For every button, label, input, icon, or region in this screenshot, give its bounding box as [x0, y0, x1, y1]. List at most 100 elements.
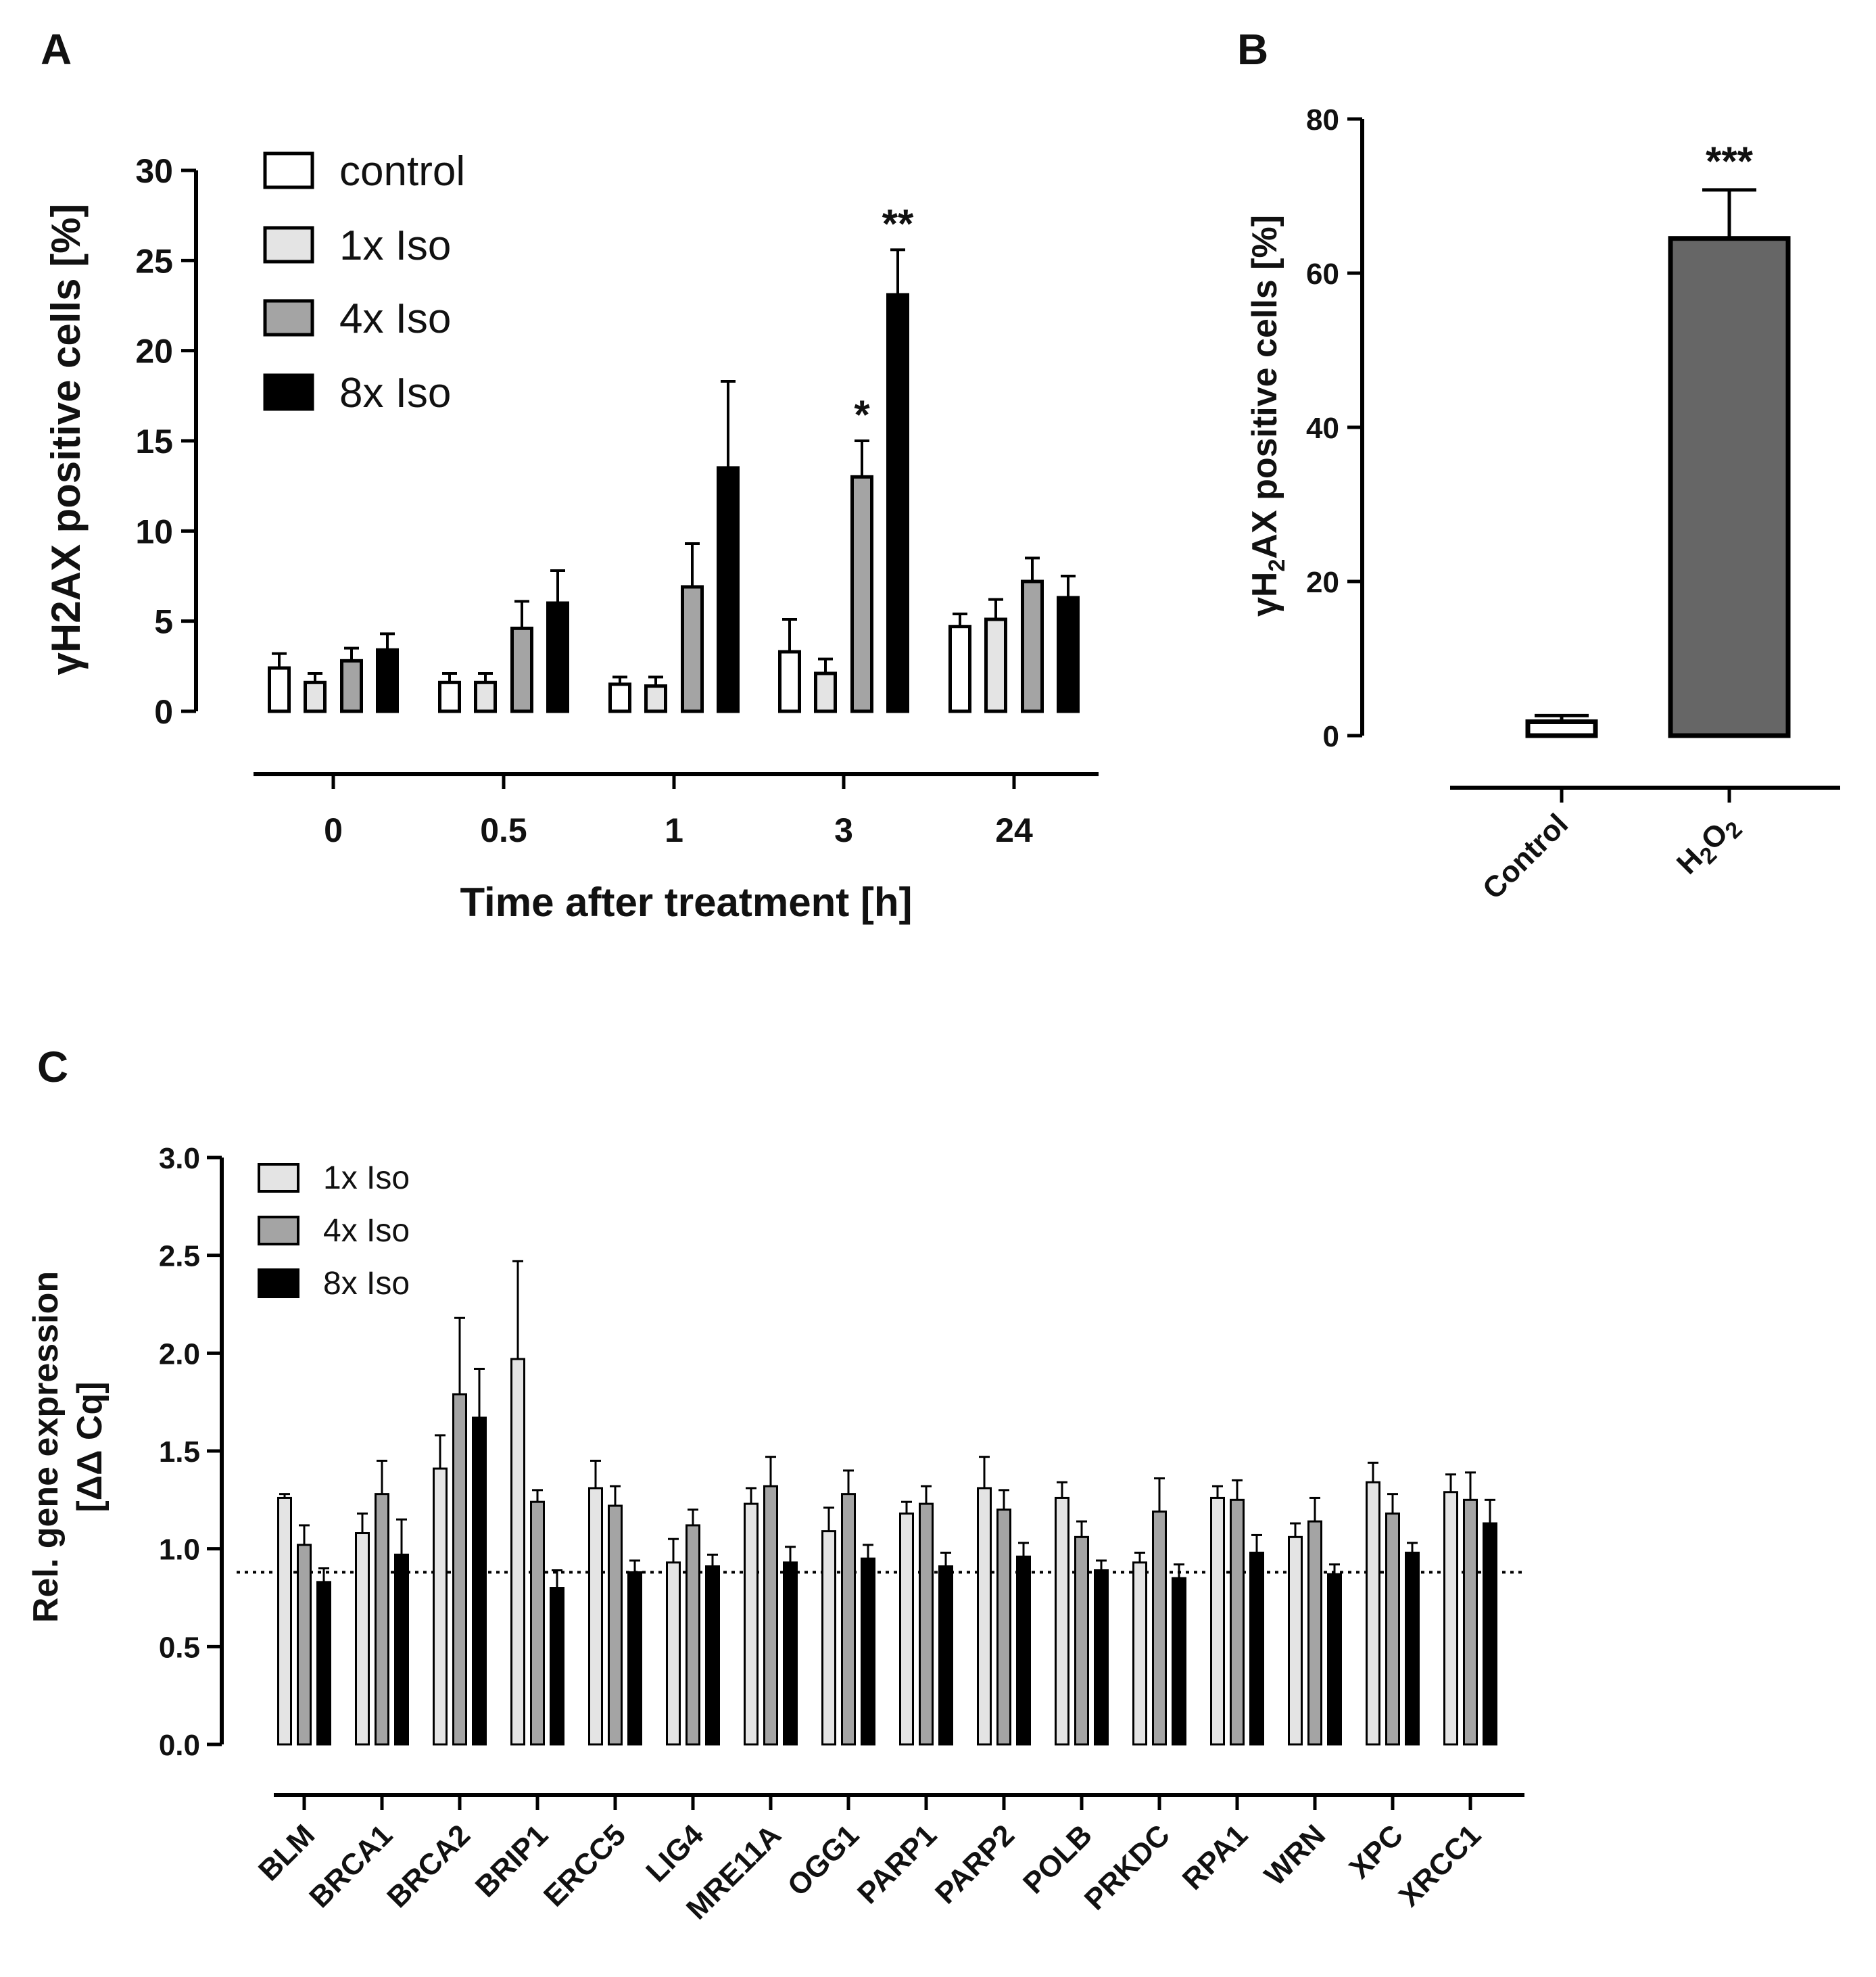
panel-c-x-tick-label: RPA1: [1176, 1818, 1254, 1896]
panel-c-y-tick-label: 2.0: [159, 1337, 200, 1371]
panel-a-bar-8x-iso-24: [1057, 596, 1080, 713]
panel-c-x-tick-label: PARP1: [851, 1818, 943, 1910]
panel-c-bar-4x-iso-polb: [1074, 1535, 1089, 1746]
panel-c-bar-8x-iso-mre11a: [783, 1561, 798, 1746]
panel-c-x-tick-label: XPC: [1343, 1818, 1410, 1885]
panel-c-bar-1x-iso-brca2: [433, 1467, 448, 1746]
panel-a-bar-control-3: [778, 650, 801, 713]
panel-a-bar-control-24: [948, 625, 971, 713]
panel-c-y-tick-label: 3.0: [159, 1142, 200, 1175]
panel-a-bar-4x-iso-0-5: [510, 626, 533, 713]
panel-b-x-tick-label: H2O2: [1670, 807, 1748, 884]
panel-c-x-tick-label: WRN: [1258, 1818, 1332, 1892]
panel-a-bar-control-0-5: [438, 680, 461, 713]
panel-b-y-tick-label: 20: [1306, 566, 1339, 599]
panel-a-bar-4x-iso-0: [340, 659, 363, 713]
panel-c-bar-8x-iso-brca1: [394, 1553, 409, 1746]
panel-c-bar-1x-iso-brca1: [355, 1532, 370, 1746]
panel-c-bar-8x-iso-prkdc: [1172, 1577, 1186, 1746]
panel-c-bar-4x-iso-brca1: [375, 1493, 389, 1746]
panel-b-y-tick-label: 60: [1306, 258, 1339, 291]
panel-c-legend-swatch-1x-iso: [258, 1163, 299, 1193]
panel-b-significance: ***: [1706, 139, 1754, 184]
panel-c-bar-1x-iso-mre11a: [744, 1502, 759, 1746]
panel-c-bar-4x-iso-rpa1: [1230, 1498, 1245, 1746]
panel-a-bar-1x-iso-0-5: [474, 680, 497, 713]
panel-c-bar-4x-iso-xrcc1: [1463, 1498, 1478, 1746]
panel-c-bar-1x-iso-ercc5: [588, 1487, 603, 1746]
panel-c-bar-1x-iso-wrn: [1288, 1535, 1303, 1746]
panel-c-legend-swatch-8x-iso: [258, 1268, 299, 1298]
panel-c-bar-8x-iso-parp2: [1016, 1555, 1031, 1746]
panel-b-y-axis-title: γH2AX positive cells [%]: [1245, 215, 1290, 617]
panel-a-legend-label: 8x Iso: [339, 370, 451, 416]
panel-c-legend-label: 4x Iso: [323, 1213, 410, 1249]
panel-letter-a: A: [41, 25, 72, 74]
panel-a-y-axis-title: γH2AX positive cells [%]: [43, 204, 89, 675]
panel-a-bar-1x-iso-0: [304, 680, 327, 713]
panel-c-bar-8x-iso-blm: [316, 1581, 331, 1746]
panel-c-x-tick-label: ERCC5: [537, 1818, 632, 1913]
panel-c-bar-8x-iso-brip1: [550, 1587, 564, 1746]
panel-c-y-tick-label: 1.0: [159, 1533, 200, 1567]
panel-c-bar-4x-iso-ercc5: [608, 1504, 623, 1746]
panel-b-chart: 0 20 40 60 80 Control H2O2 γH2AX positive cells…: [1245, 103, 1840, 906]
panel-c-bar-8x-iso-rpa1: [1249, 1551, 1264, 1746]
panel-a-bar-8x-iso-0-5: [546, 601, 569, 713]
panel-a-bar-control-0: [268, 666, 291, 713]
panel-a-y-tick-label: 30: [135, 152, 173, 190]
panel-c-x-tick-label: BLM: [252, 1818, 321, 1887]
panel-a-y-tick-label: 15: [135, 423, 173, 460]
panel-a-significance: **: [882, 201, 914, 246]
panel-c-bar-8x-iso-xrcc1: [1483, 1522, 1497, 1746]
panel-a-bar-control-1: [608, 682, 631, 713]
panel-c-x-tick-label: OGG1: [781, 1818, 866, 1903]
panel-a-y-tick-label: 10: [135, 513, 173, 550]
panel-c-bar-1x-iso-blm: [277, 1496, 292, 1746]
panel-a-bar-8x-iso-3: [886, 293, 909, 713]
panel-a-legend-label: control: [339, 148, 465, 195]
panel-letter-c: C: [37, 1043, 68, 1091]
panel-b-y-axis-title-part: AX positive cells [%]: [1245, 215, 1284, 559]
panel-c-bar-1x-iso-ogg1: [821, 1530, 836, 1746]
panel-c-bar-1x-iso-prkdc: [1132, 1561, 1147, 1746]
panel-a-y-tick-label: 25: [135, 242, 173, 280]
panel-c-legend-label: 8x Iso: [323, 1266, 410, 1302]
panel-c-bar-8x-iso-ercc5: [627, 1571, 642, 1746]
panel-c-bar-8x-iso-brca2: [472, 1416, 487, 1746]
panel-c-x-tick-label: PARP2: [929, 1818, 1021, 1910]
panel-c-x-tick-label: LIG4: [640, 1818, 710, 1888]
panel-a-legend-swatch-control: [263, 151, 314, 189]
panel-c-bar-4x-iso-brca2: [452, 1393, 467, 1746]
panel-a-bar-4x-iso-24: [1021, 579, 1044, 713]
panel-c-bar-4x-iso-xpc: [1385, 1512, 1400, 1746]
panel-c-bar-4x-iso-blm: [297, 1544, 312, 1746]
panel-b-x-tick-label: Control: [1476, 807, 1574, 905]
panel-c-bar-8x-iso-xpc: [1405, 1551, 1420, 1746]
panel-c-bar-1x-iso-xrcc1: [1443, 1491, 1458, 1746]
panel-c-y-axis-title-units: [ΔΔ Cq]: [70, 1381, 110, 1512]
panel-c-bar-1x-iso-xpc: [1366, 1481, 1380, 1746]
panel-a-y-tick-label: 0: [154, 693, 173, 731]
panel-a-bar-8x-iso-0: [376, 648, 399, 713]
panel-c-y-tick-label: 1.5: [159, 1435, 200, 1469]
panel-a-legend-swatch-1x-iso: [263, 226, 314, 264]
panel-a-legend-swatch-8x-iso: [263, 373, 314, 411]
panel-c-x-tick-label: BRCA1: [303, 1818, 399, 1914]
panel-c-legend-label: 1x Iso: [323, 1160, 410, 1196]
panel-c-bar-8x-iso-wrn: [1327, 1573, 1342, 1746]
panel-b-bar-control: [1525, 719, 1598, 738]
panel-a-x-tick-label: 1: [665, 811, 683, 849]
panel-c-bar-4x-iso-parp2: [996, 1508, 1011, 1746]
panel-c-x-tick-label: BRCA2: [381, 1818, 477, 1914]
panel-a-significance: *: [854, 392, 870, 437]
panel-b-y-tick-label: 80: [1306, 103, 1339, 137]
panel-a-legend-label: 4x Iso: [339, 295, 451, 342]
panel-c-y-axis-title: Rel. gene expression: [26, 1271, 66, 1623]
panel-a-bar-1x-iso-1: [644, 684, 667, 713]
panel-c-bar-1x-iso-brip1: [510, 1358, 525, 1746]
panel-a-bar-1x-iso-3: [814, 671, 837, 713]
panel-a-legend-swatch-4x-iso: [263, 299, 314, 337]
